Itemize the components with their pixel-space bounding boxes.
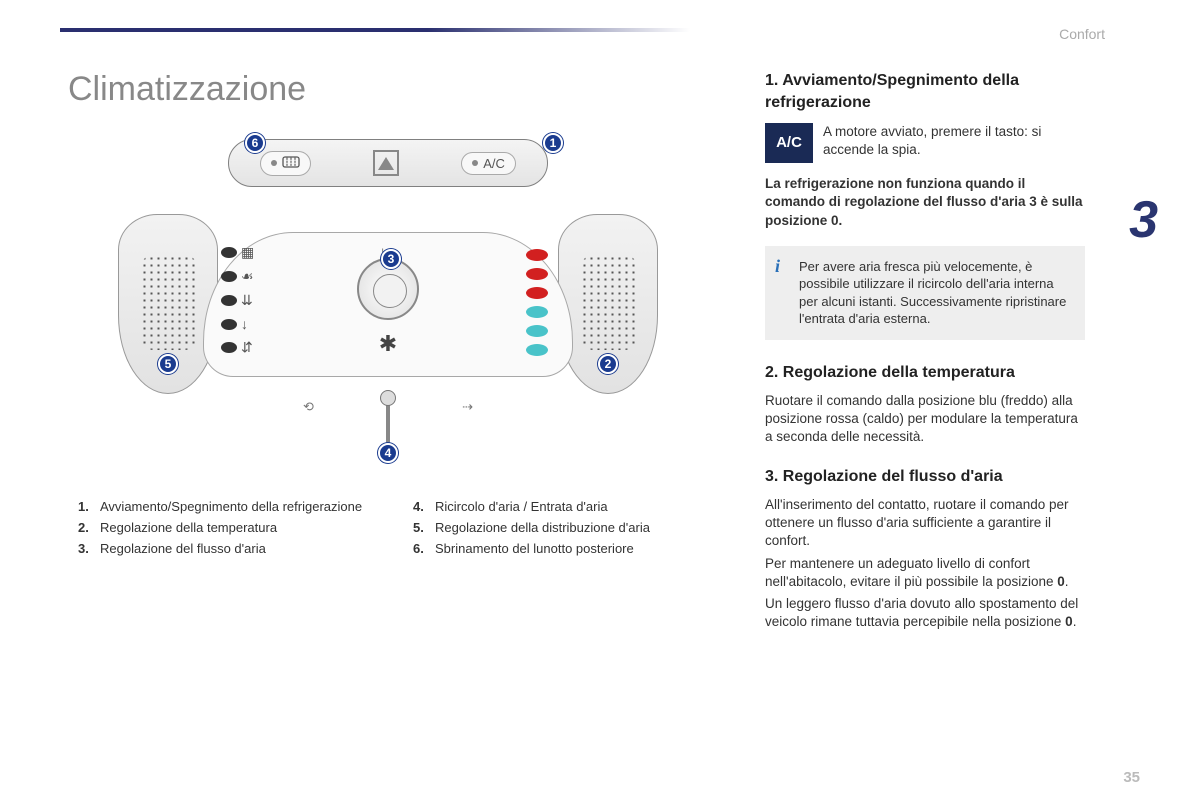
- page-title: Climatizzazione: [68, 70, 708, 109]
- info-box: i Per avere aria fresca più velocemente,…: [765, 246, 1085, 340]
- face-feet-icon: ⇊: [241, 292, 253, 309]
- legend-text: Avviamento/Spegnimento della refrigerazi…: [100, 499, 362, 514]
- ac-badge: A/C: [765, 123, 813, 163]
- section-3-text-1: All'inserimento del contatto, ruotare il…: [765, 496, 1085, 551]
- category-label: Confort: [1059, 26, 1105, 42]
- temperature-scale: [526, 249, 548, 356]
- temp-dot-hot: [526, 249, 548, 261]
- marker-5: 5: [158, 354, 178, 374]
- right-column: 1. Avviamento/Spegnimento della refriger…: [765, 70, 1085, 651]
- info-text: Per avere aria fresca più velocemente, è…: [799, 259, 1066, 327]
- marker-1: 1: [543, 133, 563, 153]
- recirc-inside-icon: ⟲: [303, 399, 314, 413]
- recirc-outside-icon: ⇢: [462, 399, 473, 413]
- feet-defrost-icon: ⇵: [241, 339, 253, 356]
- control-body: | | | ✱ ⟲ ⇢ ▦ ☙ ⇊ ↓ ⇵: [118, 214, 658, 424]
- legend-text: Regolazione della distribuzione d'aria: [435, 520, 650, 535]
- section-1-heading: 1. Avviamento/Spegnimento della refriger…: [765, 70, 1085, 113]
- ac-button: A/C: [461, 152, 516, 175]
- temp-dot-cold: [526, 306, 548, 318]
- led-icon: [472, 160, 478, 166]
- left-column: Climatizzazione A/C 1 6 | | |: [68, 70, 708, 562]
- chapter-number: 3: [1129, 190, 1158, 250]
- ac-label: A/C: [483, 156, 505, 171]
- info-icon: i: [775, 254, 780, 278]
- face-vent-icon: ☙: [241, 268, 254, 285]
- rear-defrost-button: [260, 151, 311, 176]
- marker-4: 4: [378, 443, 398, 463]
- top-button-panel: A/C: [228, 139, 548, 187]
- legend-col-right: 4.Ricircolo d'aria / Entrata d'aria 5.Re…: [413, 499, 708, 562]
- legend-text: Sbrinamento del lunotto posteriore: [435, 541, 634, 556]
- section-2: 2. Regolazione della temperatura Ruotare…: [765, 362, 1085, 446]
- marker-2: 2: [598, 354, 618, 374]
- section-3-text-2: Per mantenere un adeguato livello di con…: [765, 555, 1085, 591]
- defrost-icon: [282, 155, 300, 172]
- feet-vent-icon: ↓: [241, 316, 248, 332]
- led-icon: [271, 160, 277, 166]
- legend-text: Regolazione della temperatura: [100, 520, 277, 535]
- legend-text: Ricircolo d'aria / Entrata d'aria: [435, 499, 608, 514]
- section-3: 3. Regolazione del flusso d'aria All'ins…: [765, 466, 1085, 631]
- legend: 1.Avviamento/Spegnimento della refrigera…: [68, 499, 708, 562]
- section-1-text: A motore avviato, premere il tasto: si a…: [823, 123, 1085, 159]
- temp-dot-cold: [526, 325, 548, 337]
- section-2-text: Ruotare il comando dalla posizione blu (…: [765, 392, 1085, 447]
- vent-grid-icon: [141, 255, 197, 350]
- vent-grid-icon: [581, 255, 637, 350]
- section-3-heading: 3. Regolazione del flusso d'aria: [765, 466, 1085, 488]
- temp-dot-hot: [526, 268, 548, 280]
- section-2-heading: 2. Regolazione della temperatura: [765, 362, 1085, 384]
- hazard-button: [373, 150, 399, 176]
- marker-6: 6: [245, 133, 265, 153]
- marker-3: 3: [381, 249, 401, 269]
- section-1-warning: La refrigerazione non funziona quando il…: [765, 175, 1085, 230]
- climate-diagram: A/C 1 6 | | | ✱ ⟲ ⇢ ▦ ☙: [88, 129, 688, 469]
- section-1: 1. Avviamento/Spegnimento della refriger…: [765, 70, 1085, 340]
- page-number: 35: [1123, 769, 1140, 786]
- distribution-indicators: ▦ ☙ ⇊ ↓ ⇵: [221, 244, 254, 356]
- legend-col-left: 1.Avviamento/Spegnimento della refrigera…: [78, 499, 373, 562]
- defrost-vent-icon: ▦: [241, 244, 254, 261]
- temp-dot-hot: [526, 287, 548, 299]
- temp-dot-cold: [526, 344, 548, 356]
- recirc-slider: [386, 394, 390, 449]
- fan-icon: ✱: [379, 331, 397, 357]
- legend-text: Regolazione del flusso d'aria: [100, 541, 266, 556]
- header-rule: [60, 28, 1110, 32]
- section-3-text-3: Un leggero flusso d'aria dovuto allo spo…: [765, 595, 1085, 631]
